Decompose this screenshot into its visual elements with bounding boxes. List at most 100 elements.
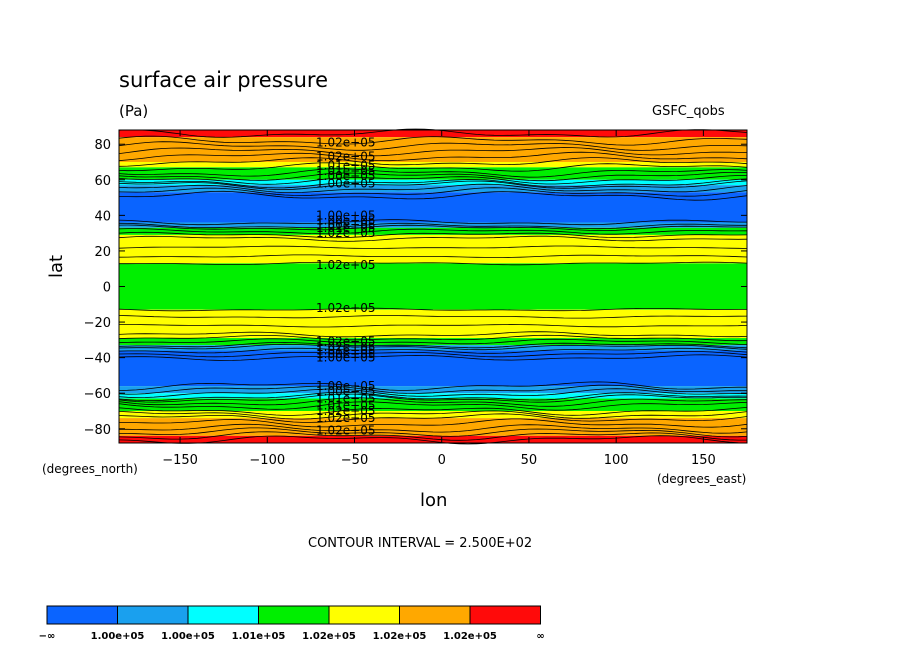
contour-interval-text: CONTOUR INTERVAL = 2.500E+02 [308, 536, 533, 551]
colorbar-label-6: 1.02e+05 [443, 631, 497, 642]
contour-label-15: 1.01e+05 [316, 344, 375, 358]
contour-label-19: 1.00e+05 [316, 384, 375, 398]
contour-label-22: 1.02e+05 [316, 404, 375, 418]
contour-line-2 [118, 141, 748, 151]
dataset-name: GSFC_qobs [652, 104, 725, 119]
band-6 [119, 192, 747, 223]
contour-line-17 [118, 224, 747, 232]
contour-labels: 1.02e+051.02e+051.01e+051.01e+051.00e+05… [316, 135, 375, 437]
band-12 [119, 338, 747, 346]
y-axis-units: (degrees_north) [42, 462, 138, 476]
contour-line-9 [118, 175, 748, 185]
contour-label-12: 1.02e+05 [316, 301, 375, 315]
band-0 [119, 130, 747, 138]
contour-line-48 [118, 431, 747, 441]
band-7 [119, 222, 747, 228]
band-15 [119, 386, 747, 394]
contour-line-28 [118, 334, 748, 342]
colorbar-label-5: 1.02e+05 [373, 631, 427, 642]
contour-label-2: 1.01e+05 [316, 159, 375, 173]
contour-line-29 [118, 338, 748, 345]
contour-label-24: 1.02e+05 [316, 424, 375, 438]
contour-line-35 [118, 381, 747, 391]
contour-line-41 [118, 401, 748, 411]
colorbar-label-0: −∞ [39, 631, 56, 642]
contour-line-45 [119, 418, 748, 428]
colorbar-swatch-0 [46, 605, 118, 625]
x-axis-units: (degrees_east) [657, 472, 747, 486]
contour-line-12 [118, 183, 748, 193]
colorbar-swatch-2 [187, 605, 259, 625]
colorbar-swatch-5 [399, 605, 471, 625]
contour-label-1: 1.02e+05 [316, 150, 375, 164]
contour-line-18 [118, 228, 748, 235]
contour-label-0: 1.02e+05 [316, 135, 375, 149]
contour-label-7: 1.00e+05 [316, 214, 375, 228]
x-tick-label-3: 0 [438, 453, 446, 468]
contour-label-23: 1.02e+05 [316, 411, 375, 425]
band-9 [119, 234, 747, 264]
band-5 [119, 185, 747, 193]
contour-line-43 [118, 410, 748, 420]
colorbar: −∞ 1.00e+05 1.00e+05 1.01e+05 1.02e+05 1.02e+… [39, 605, 545, 642]
contour-line-23 [119, 261, 748, 266]
x-tick-label-4: 50 [521, 453, 538, 468]
colorbar-label-2: 1.00e+05 [161, 631, 215, 642]
contour-line-40 [118, 397, 748, 407]
contour-line-15 [118, 219, 747, 226]
contour-line-27 [118, 331, 748, 338]
contour-line-8 [118, 172, 748, 182]
contour-line-20 [118, 235, 748, 242]
contour-line-24 [118, 307, 747, 312]
contour-line-4 [118, 151, 748, 162]
contour-label-14: 1.02e+05 [316, 340, 375, 354]
contour-label-3: 1.01e+05 [316, 164, 375, 178]
x-axis-title: lon [420, 490, 448, 511]
contour-line-16 [118, 222, 747, 230]
contour-label-20: 1.01e+05 [316, 392, 375, 406]
contour-line-39 [118, 393, 748, 403]
band-2 [119, 162, 747, 168]
contour-label-4: 1.00e+05 [316, 169, 375, 183]
contour-line-47 [118, 427, 748, 438]
x-tick-label-0: −150 [162, 453, 198, 468]
band-8 [119, 227, 747, 235]
colorbar-label-7: ∞ [536, 631, 544, 642]
contour-line-31 [118, 343, 748, 351]
contour-label-17: 1.00e+05 [316, 351, 375, 365]
contour-line-5 [118, 157, 748, 167]
contour-line-49 [118, 435, 748, 445]
y-tick-label-6: 40 [94, 209, 111, 224]
contour-line-32 [118, 347, 748, 354]
x-tick-label-1: −100 [249, 453, 285, 468]
contour-line-46 [119, 423, 748, 434]
chart-units: (Pa) [119, 102, 149, 120]
x-tick-label-6: 150 [691, 453, 716, 468]
colorbar-swatch-1 [117, 605, 189, 625]
colorbar-swatch-3 [258, 605, 330, 625]
y-tick-label-5: 20 [94, 245, 111, 260]
band-4 [119, 179, 747, 186]
band-10 [119, 263, 747, 310]
y-tick-label-1: −60 [84, 387, 111, 402]
contour-line-3 [118, 147, 748, 157]
colorbar-label-1: 1.00e+05 [91, 631, 145, 642]
contour-label-13: 1.02e+05 [316, 335, 375, 349]
y-tick-label-4: 0 [103, 281, 111, 296]
contour-line-25 [118, 315, 748, 319]
y-tick-label-7: 60 [94, 174, 111, 189]
contour-label-10: 1.02e+05 [316, 226, 375, 240]
contour-line-1 [118, 135, 748, 146]
contour-label-9: 1.01e+05 [316, 221, 375, 235]
contour-line-26 [119, 324, 748, 328]
contour-line-34 [118, 354, 748, 361]
x-tick-label-2: −50 [341, 453, 368, 468]
colorbar-swatch-4 [328, 605, 400, 625]
contour-label-6: 1.00e+05 [316, 208, 375, 222]
chart-title: surface air pressure [119, 68, 329, 92]
band-18 [119, 410, 747, 419]
x-tick-label-5: 100 [604, 453, 629, 468]
filled-bands [119, 130, 747, 443]
y-tick-label-3: −20 [84, 316, 111, 331]
y-tick-label-8: 80 [94, 138, 111, 153]
